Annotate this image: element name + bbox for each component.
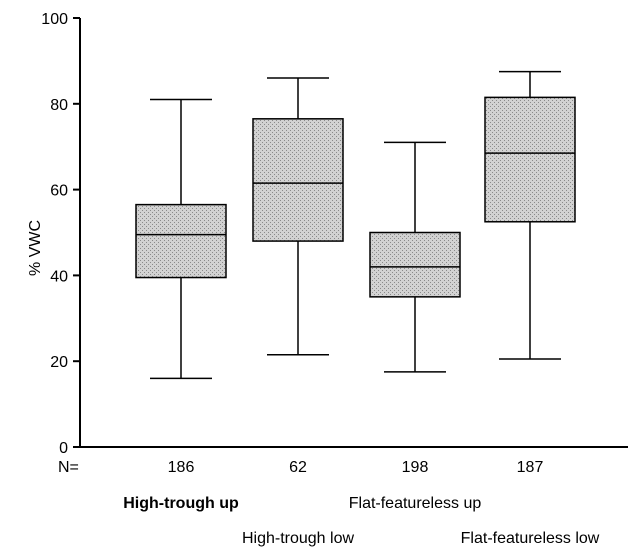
n-count-label: 198 bbox=[402, 459, 429, 476]
category-label: High-trough up bbox=[123, 495, 239, 512]
y-tick-label: 80 bbox=[50, 97, 68, 114]
category-labels: High-trough up High-trough low Flat-featur… bbox=[123, 495, 600, 547]
iqr-box bbox=[252, 118, 344, 242]
box-4 bbox=[484, 70, 576, 360]
box-2 bbox=[252, 77, 344, 356]
y-tick-label: 100 bbox=[41, 11, 68, 28]
y-tick-label: 20 bbox=[50, 354, 68, 371]
y-tick-label: 0 bbox=[59, 440, 68, 457]
category-label: High-trough low bbox=[242, 530, 355, 547]
category-label: Flat-featureless up bbox=[349, 495, 482, 512]
y-axis-title: % VWC bbox=[27, 220, 44, 276]
n-prefix-label: N= bbox=[58, 459, 79, 476]
iqr-box bbox=[135, 203, 227, 279]
box-series bbox=[135, 70, 576, 380]
iqr-box bbox=[484, 96, 576, 223]
n-count-labels: 186 62 198 187 bbox=[168, 459, 544, 476]
n-count-label: 62 bbox=[289, 459, 307, 476]
box-3 bbox=[369, 141, 461, 373]
n-count-label: 186 bbox=[168, 459, 195, 476]
y-axis-ticks: 0 20 40 60 80 100 bbox=[41, 11, 80, 457]
iqr-box bbox=[369, 231, 461, 298]
category-label: Flat-featureless low bbox=[461, 530, 600, 547]
n-count-label: 187 bbox=[517, 459, 544, 476]
y-tick-label: 40 bbox=[50, 268, 68, 285]
box-1 bbox=[135, 98, 227, 380]
y-tick-label: 60 bbox=[50, 183, 68, 200]
